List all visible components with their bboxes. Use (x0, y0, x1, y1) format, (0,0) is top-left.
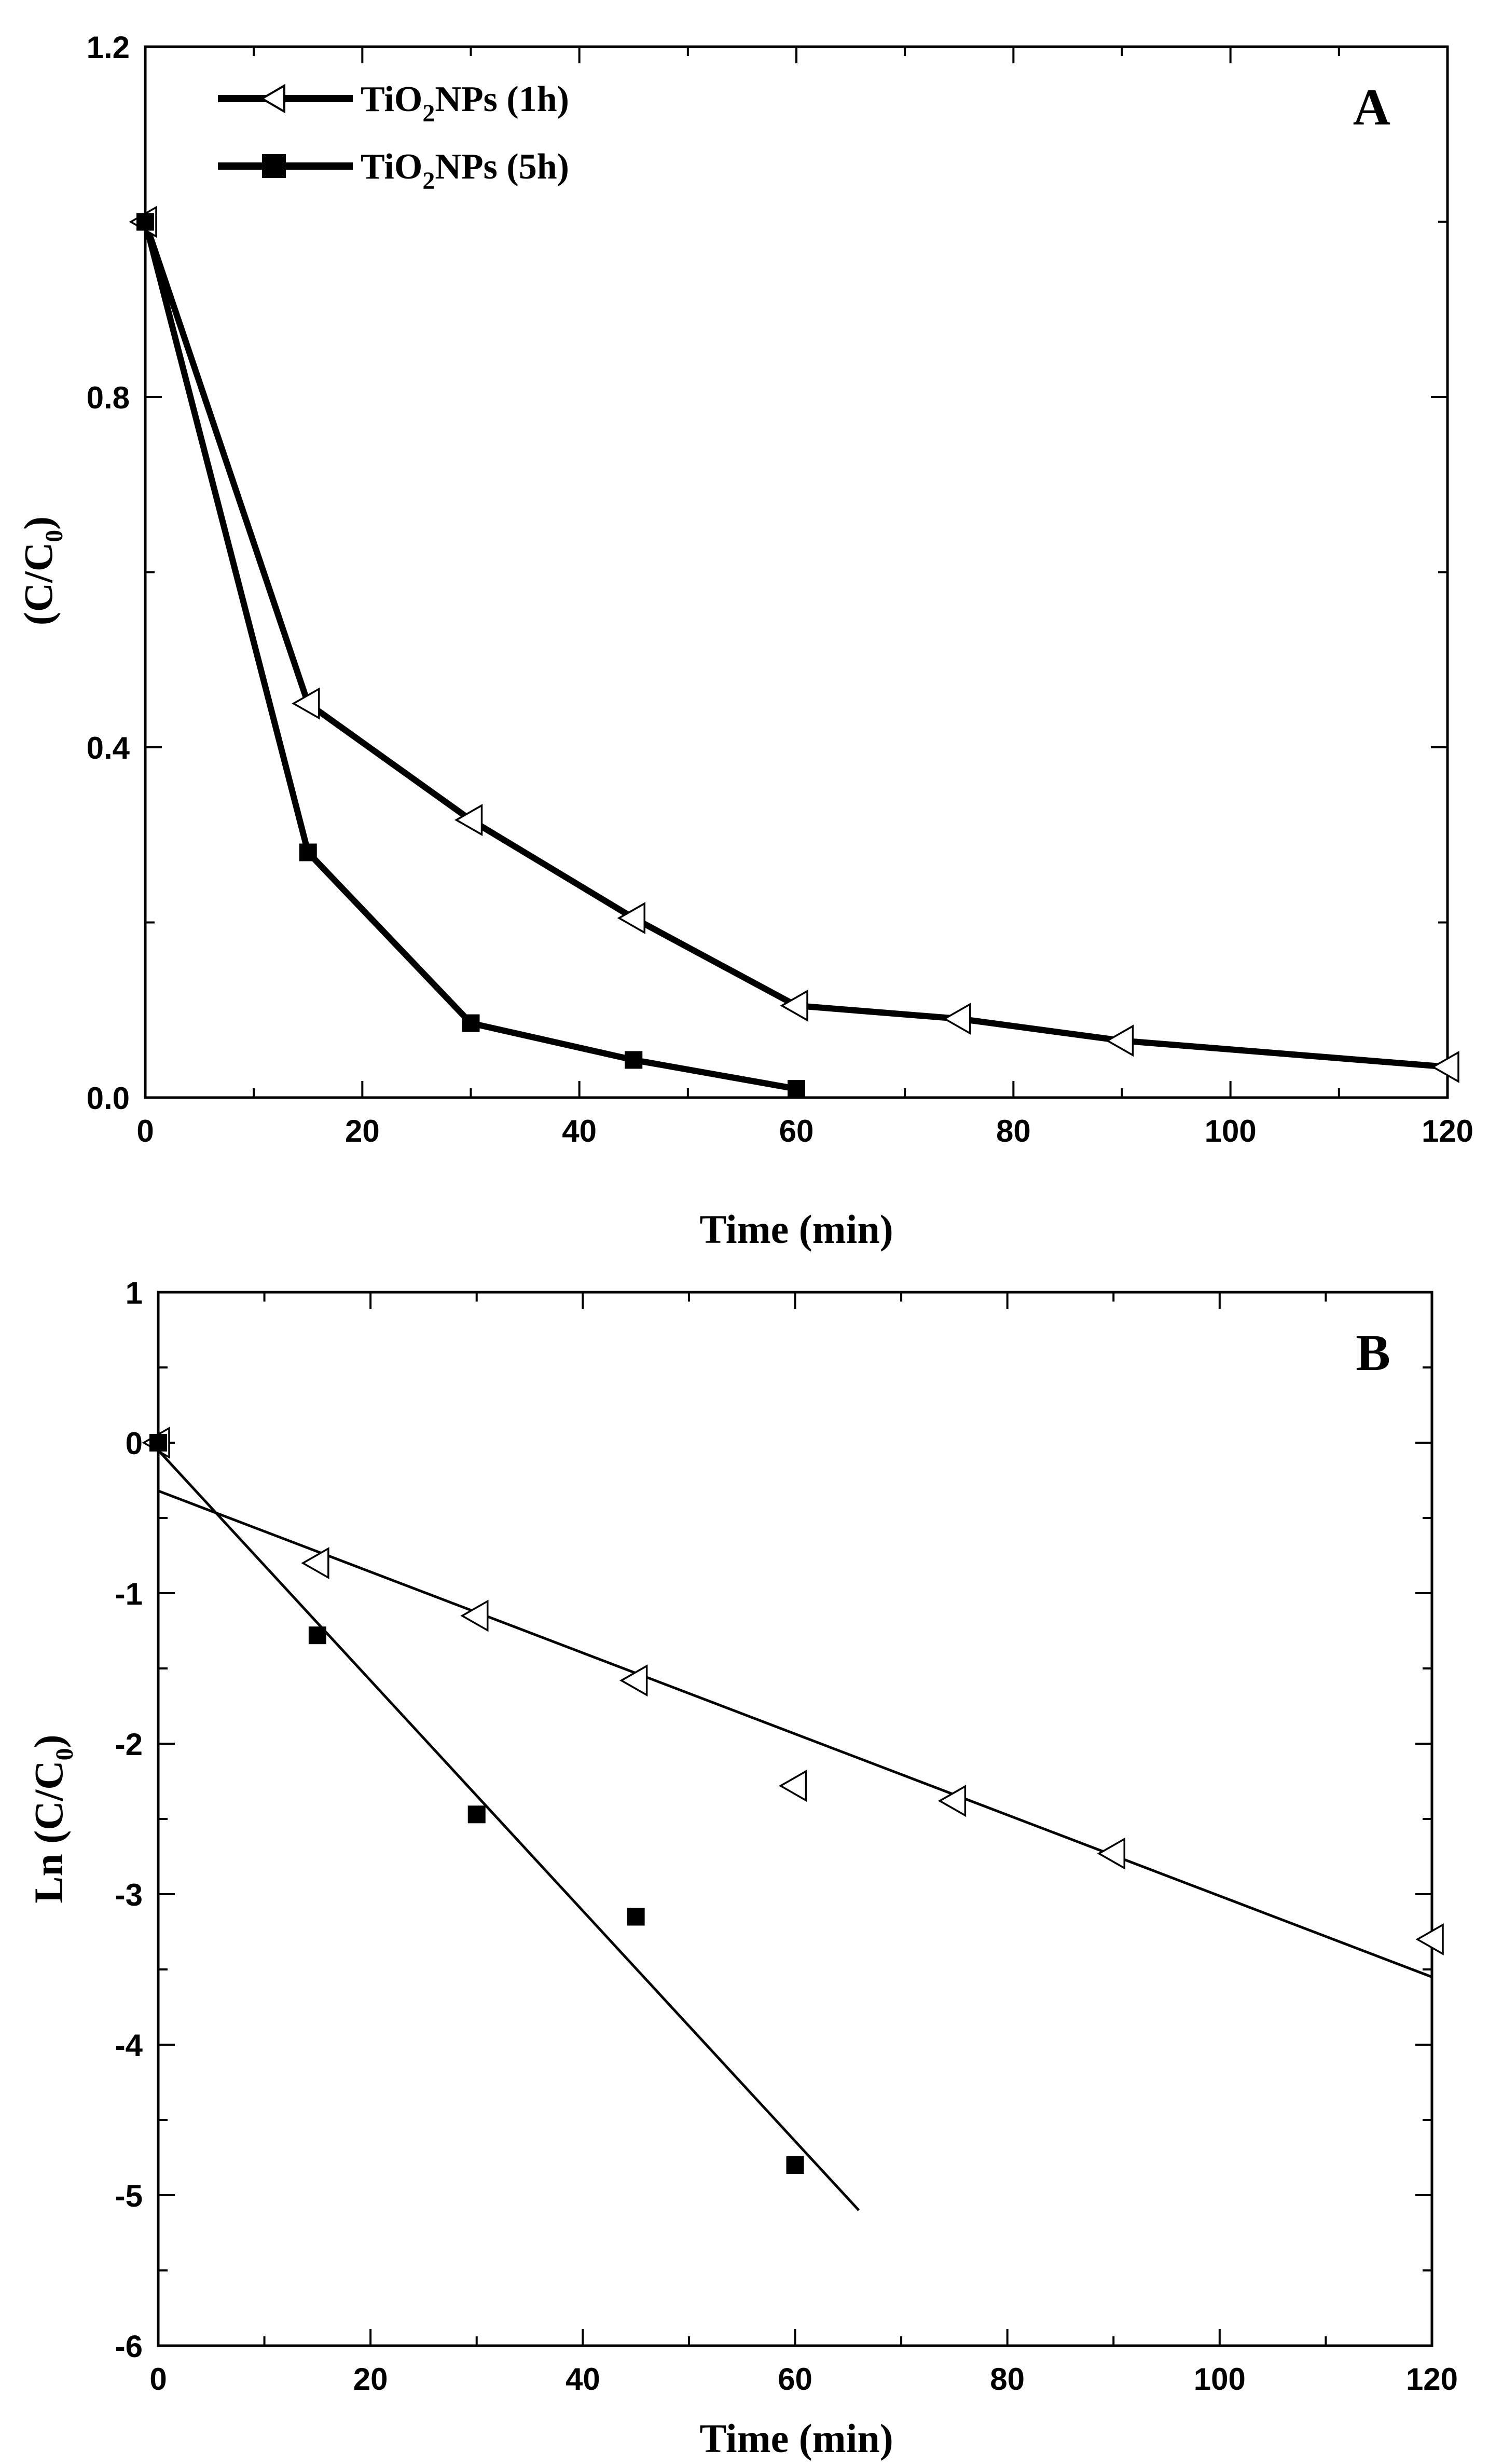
data-point-1h-a (617, 902, 645, 935)
y-axis-title-a-end: ) (16, 516, 61, 530)
y-tick-label-b: -2 (115, 1727, 143, 1762)
y-tick-label-a: 0.0 (87, 1081, 130, 1116)
x-tick-label-a: 120 (1422, 1114, 1473, 1148)
x-tick-label-a: 60 (779, 1114, 814, 1148)
panel-label-a: A (1353, 78, 1390, 136)
data-point-1h-b (937, 1785, 967, 1817)
data-point-1h-a (780, 989, 808, 1022)
legend-marker-5h (262, 154, 286, 178)
plot-frame-b (157, 1291, 1433, 2347)
data-point-5h-b (467, 1805, 486, 1824)
legend-label-5h-sub: 2 (422, 167, 435, 195)
data-point-1h-b (1097, 1837, 1125, 1870)
panel-label-b: B (1356, 1324, 1390, 1381)
y-axis-title-a: (C/C0) (16, 516, 68, 625)
marks-a (129, 206, 1459, 1098)
y-tick-label-a: 0.4 (87, 731, 130, 765)
x-tick-label-b: 0 (149, 2362, 167, 2397)
plot-frame-a (144, 45, 1449, 1099)
data-point-5h-b (308, 1626, 326, 1645)
data-point-1h-a (292, 687, 320, 720)
y-tick-label-a: 0.8 (87, 380, 130, 415)
y-tick-label-b: 1 (126, 1276, 143, 1310)
data-point-1h-a (454, 804, 483, 837)
data-point-5h-a (136, 213, 154, 231)
x-axis-title-a: Time (min) (699, 1207, 893, 1252)
y-tick-label-b: -3 (115, 1878, 143, 1912)
x-tick-label-b: 40 (566, 2362, 600, 2397)
y-tick-label-a: 1.2 (87, 30, 130, 65)
ticks-b: 0 20 40 60 80 100 120 1 0 -1 -2 -3 -4 -5 -6 (115, 1276, 1458, 2397)
x-tick-label-a: 100 (1205, 1114, 1257, 1148)
y-tick-label-b: -6 (115, 2329, 143, 2364)
ticks-a: 0 20 40 60 80 100 120 0.0 0.4 0.8 1.2 (87, 30, 1473, 1148)
lines-a (142, 221, 1448, 1092)
data-point-5h-a (625, 1051, 643, 1069)
x-tick-label-a: 0 (136, 1114, 154, 1148)
y-axis-title-a-main: (C/C (16, 542, 61, 625)
legend-label-1h-sub: 2 (422, 100, 435, 127)
y-axis-title-b-sub: 0 (51, 1748, 78, 1760)
legend-label-1h-main: TiO (361, 79, 422, 119)
data-point-1h-b (619, 1664, 648, 1697)
x-tick-label-a: 80 (996, 1114, 1031, 1148)
data-point-1h-b (1415, 1923, 1444, 1956)
series-line-5h-a (142, 221, 797, 1092)
legend-label-1h-end: NPs (1h) (435, 79, 569, 119)
data-point-5h-b (786, 2156, 804, 2174)
y-tick-label-b: -5 (115, 2179, 143, 2213)
y-axis-title-b: Ln (C/C0) (26, 1734, 78, 1903)
y-axis-title-b-main: Ln (C/C (26, 1760, 71, 1903)
data-point-5h-a (299, 843, 317, 861)
x-tick-label-b: 20 (353, 2362, 388, 2397)
data-point-5h-a (462, 1014, 480, 1032)
x-tick-label-b: 100 (1194, 2362, 1246, 2397)
x-tick-label-b: 80 (990, 2362, 1025, 2397)
fit-5h-line (157, 1449, 860, 2211)
legend-label-5h-end: NPs (5h) (435, 147, 569, 187)
panel-b: 0 20 40 60 80 100 120 1 0 -1 -2 -3 -4 -5 -6 B Time (mi… (26, 1276, 1458, 2461)
data-point-5h-b (149, 1434, 167, 1452)
data-point-1h-b (778, 1770, 807, 1802)
y-tick-label-b: -1 (115, 1577, 143, 1611)
x-tick-label-b: 60 (778, 2362, 812, 2397)
data-point-1h-a (943, 1003, 971, 1035)
fit-1h-line (158, 1489, 1432, 1978)
data-point-1h-b (460, 1599, 489, 1632)
data-point-5h-a (788, 1080, 805, 1098)
y-tick-label-b: 0 (126, 1426, 143, 1461)
series-line-1h-a (142, 221, 1448, 1070)
y-tick-label-b: -4 (115, 2028, 143, 2063)
marks-b (142, 1426, 1444, 2174)
data-point-1h-a (1431, 1050, 1459, 1083)
x-axis-title-b: Time (min) (699, 2416, 893, 2461)
legend-a: TiO2NPs (1h) TiO2NPs (5h) (218, 79, 569, 195)
x-tick-label-a: 20 (345, 1114, 380, 1148)
y-axis-title-a-sub: 0 (40, 530, 68, 542)
y-axis-title-b-end: ) (26, 1734, 71, 1748)
lines-b (157, 1449, 1432, 2211)
data-point-5h-b (627, 1908, 645, 1926)
x-tick-label-b: 120 (1406, 2362, 1458, 2397)
data-point-1h-a (1105, 1024, 1134, 1057)
legend-marker-1h (260, 84, 285, 114)
x-tick-label-a: 40 (562, 1114, 597, 1148)
legend-label-5h-main: TiO (361, 147, 422, 187)
legend-label-1h: TiO2NPs (1h) (361, 79, 569, 127)
data-point-1h-b (301, 1546, 329, 1580)
legend-label-5h: TiO2NPs (5h) (361, 147, 569, 195)
